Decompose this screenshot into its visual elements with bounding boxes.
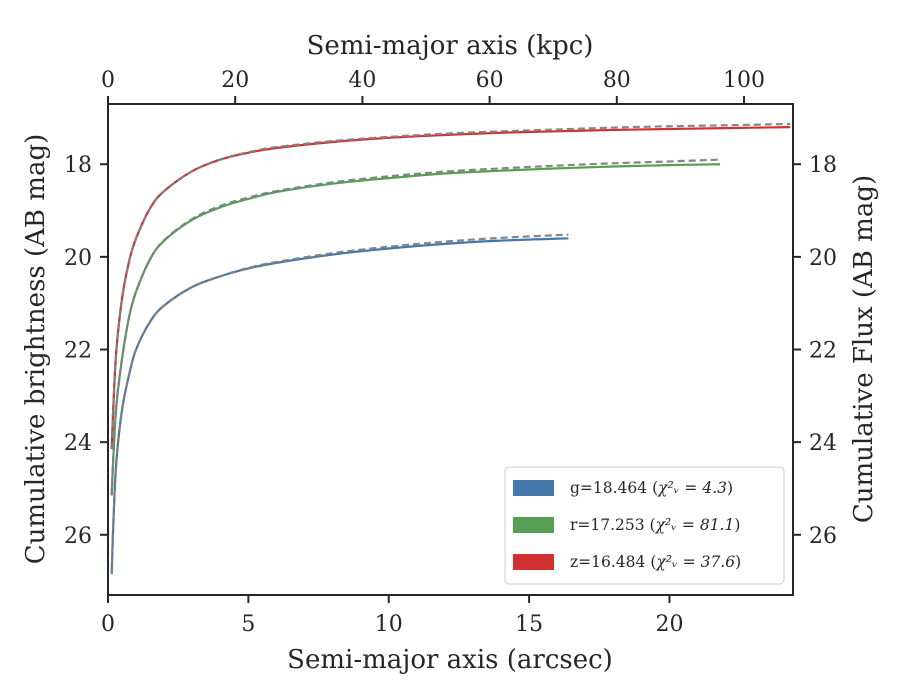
y-tick-label-left: 18 bbox=[64, 153, 92, 178]
x-tick-label-top: 60 bbox=[476, 68, 504, 93]
model-line-z bbox=[110, 122, 791, 450]
x-tick-label-top: 80 bbox=[603, 68, 631, 93]
x-tick-label-top: 40 bbox=[348, 68, 376, 93]
x-axis-label-bottom: Semi-major axis (arcsec) bbox=[287, 645, 613, 675]
x-tick-label-top: 0 bbox=[101, 68, 115, 93]
series-line-g bbox=[110, 237, 569, 575]
axis-ticks: 0 5 10 15 20 0 20 40 60 80 100 18 18 20 20 22 22 24 24 26 26 bbox=[64, 68, 837, 637]
legend-swatch-r bbox=[513, 517, 554, 533]
y-tick-label-left: 20 bbox=[64, 246, 92, 271]
x-tick-label-bottom: 5 bbox=[241, 612, 255, 637]
plot-area bbox=[110, 122, 791, 575]
y-tick-label-right: 26 bbox=[809, 524, 837, 549]
y-tick-label-left: 22 bbox=[64, 339, 92, 364]
legend-box bbox=[504, 466, 785, 585]
x-axis-label-top: Semi-major axis (kpc) bbox=[307, 31, 594, 61]
legend-swatch-z bbox=[513, 554, 554, 570]
y-axis-label-left: Cumulative brightness (AB mag) bbox=[21, 134, 51, 565]
legend: g=18.464 (χ²ᵥ = 4.3) r=17.253 (χ²ᵥ = 81.1… bbox=[504, 466, 785, 585]
y-tick-label-left: 26 bbox=[64, 524, 92, 549]
legend-label-g: g=18.464 (χ²ᵥ = 4.3) bbox=[570, 479, 733, 497]
x-tick-label-top: 100 bbox=[723, 68, 765, 93]
model-line-r bbox=[110, 158, 721, 496]
legend-swatch-g bbox=[513, 480, 554, 496]
x-tick-label-bottom: 10 bbox=[375, 612, 403, 637]
y-tick-label-right: 18 bbox=[809, 153, 837, 178]
series-line-r bbox=[110, 163, 721, 496]
y-tick-label-right: 22 bbox=[809, 339, 837, 364]
y-tick-label-left: 24 bbox=[64, 431, 92, 456]
y-axis-label-right: Cumulative Flux (AB mag) bbox=[849, 175, 879, 523]
x-tick-label-bottom: 20 bbox=[655, 612, 683, 637]
series-line-z bbox=[110, 126, 791, 450]
legend-label-z: z=16.484 (χ²ᵥ = 37.6) bbox=[570, 553, 741, 571]
y-tick-label-right: 24 bbox=[809, 431, 837, 456]
y-tick-label-right: 20 bbox=[809, 246, 837, 271]
model-line-g bbox=[110, 233, 569, 575]
x-tick-label-top: 20 bbox=[221, 68, 249, 93]
x-tick-label-bottom: 0 bbox=[101, 612, 115, 637]
legend-label-r: r=17.253 (χ²ᵥ = 81.1) bbox=[570, 516, 740, 534]
x-tick-label-bottom: 15 bbox=[515, 612, 543, 637]
